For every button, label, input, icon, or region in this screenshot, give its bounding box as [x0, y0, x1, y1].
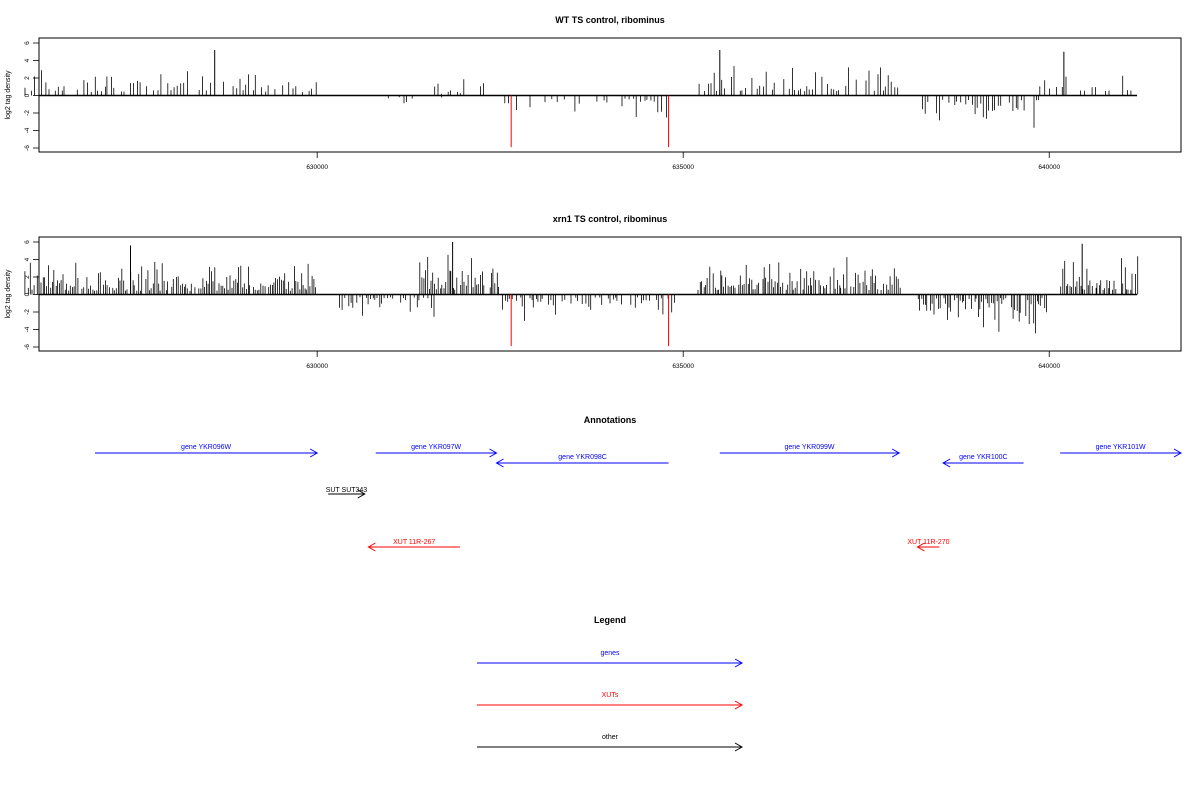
annotation-label: XUT 11R-270 — [907, 539, 949, 546]
annotation-feature: gene YKR101W — [1060, 444, 1183, 458]
annotation-feature: gene YKR098C — [495, 454, 669, 468]
annotations-panel: Annotations gene YKR096W gene YKR097Wgene… — [95, 415, 1183, 552]
y-tick-label: 0 — [24, 292, 31, 296]
x-tick-label: 640000 — [1038, 363, 1060, 370]
density-bar — [24, 254, 1139, 334]
y-tick-label: 6 — [24, 41, 31, 45]
legend-entries: genes XUTs other — [477, 650, 744, 752]
y-tick-label: -6 — [24, 344, 31, 350]
legend-entry: XUTs — [477, 692, 744, 710]
x-tick-label: 630000 — [306, 164, 328, 171]
x-tick-label: 635000 — [672, 363, 694, 370]
annotation-arrowhead — [1173, 448, 1183, 458]
panel-wt-title: WT TS control, ribominus — [555, 15, 665, 25]
annotation-arrowhead — [357, 489, 366, 499]
x-tick-label: 640000 — [1038, 164, 1060, 171]
legend-title: Legend — [594, 615, 626, 625]
annotation-features: gene YKR096W gene YKR097W gene YKR098C gene… — [95, 444, 1183, 552]
legend-entry: other — [477, 734, 744, 752]
y-tick-label: 4 — [24, 257, 31, 261]
panel-xrn1-ylabel: log2 tag density — [5, 269, 12, 319]
annotation-arrowhead — [942, 458, 951, 468]
annotation-arrowhead — [916, 542, 925, 552]
y-tick-label: -2 — [24, 110, 31, 116]
annotation-arrowhead — [309, 448, 319, 458]
y-tick-label: -6 — [24, 145, 31, 151]
y-tick-label: -4 — [24, 326, 31, 332]
panel-xrn1-bars — [24, 254, 1139, 334]
panel-wt-x-axis: 630000 635000 640000 — [306, 152, 1060, 171]
annotation-label: gene YKR100C — [959, 454, 1008, 461]
annotation-label: gene YKR098C — [558, 454, 607, 461]
y-tick-label: 6 — [24, 240, 31, 244]
annotation-label: gene YKR101W — [1096, 444, 1146, 451]
annotation-arrowhead — [367, 542, 376, 552]
panel-wt-ylabel: log2 tag density — [5, 70, 12, 120]
y-tick-label: 0 — [24, 93, 31, 97]
legend-panel: Legend genes XUTs other — [477, 615, 744, 752]
panel-wt-bars — [24, 66, 1132, 128]
annotation-feature: SUT SUT343 — [326, 487, 368, 499]
y-tick-label: 4 — [24, 58, 31, 62]
y-tick-label: 2 — [24, 275, 31, 279]
y-tick-label: 2 — [24, 76, 31, 80]
legend-label: XUTs — [602, 692, 619, 699]
annotation-feature: gene YKR099W — [719, 444, 901, 458]
annotation-feature: gene YKR100C — [942, 454, 1024, 468]
panel-xrn1-title: xrn1 TS control, ribominus — [553, 214, 668, 224]
legend-label: genes — [600, 650, 620, 657]
annotation-label: gene YKR096W — [181, 444, 231, 451]
annotation-label: gene YKR099W — [784, 444, 834, 451]
annotation-arrowhead — [891, 448, 901, 458]
panel-wt-marks — [39, 50, 1138, 148]
legend-arrowhead — [734, 742, 744, 752]
legend-label: other — [602, 734, 619, 741]
panel-xrn1-y-axis: -6 -4 -2 0 2 4 6 — [24, 240, 40, 350]
panel-wt: WT TS control, ribominus log2 tag densit… — [5, 15, 1182, 171]
density-bar — [24, 66, 1132, 128]
panel-wt-y-axis: -6 -4 -2 0 2 4 6 — [24, 41, 40, 151]
annotation-label: gene YKR097W — [411, 444, 461, 451]
legend-arrowhead — [734, 700, 744, 710]
legend-entry: genes — [477, 650, 744, 668]
legend-arrowhead — [734, 658, 744, 668]
panel-xrn1-marks — [39, 242, 1138, 347]
annotation-label: SUT SUT343 — [326, 487, 368, 494]
panel-xrn1-x-axis: 630000 635000 640000 — [306, 351, 1060, 370]
annotations-title: Annotations — [584, 415, 637, 425]
y-tick-label: -2 — [24, 309, 31, 315]
annotation-arrowhead — [495, 458, 504, 468]
x-tick-label: 630000 — [306, 363, 328, 370]
annotation-feature: XUT 11R-267 — [367, 539, 460, 552]
annotation-label: XUT 11R-267 — [393, 539, 435, 546]
annotation-arrowhead — [489, 448, 498, 458]
x-tick-label: 635000 — [672, 164, 694, 171]
annotation-feature: gene YKR096W — [95, 444, 319, 458]
annotation-feature: XUT 11R-270 — [907, 539, 950, 552]
y-tick-label: -4 — [24, 127, 31, 133]
annotation-feature: gene YKR097W — [375, 444, 498, 458]
panel-xrn1: xrn1 TS control, ribominus log2 tag dens… — [5, 214, 1182, 370]
